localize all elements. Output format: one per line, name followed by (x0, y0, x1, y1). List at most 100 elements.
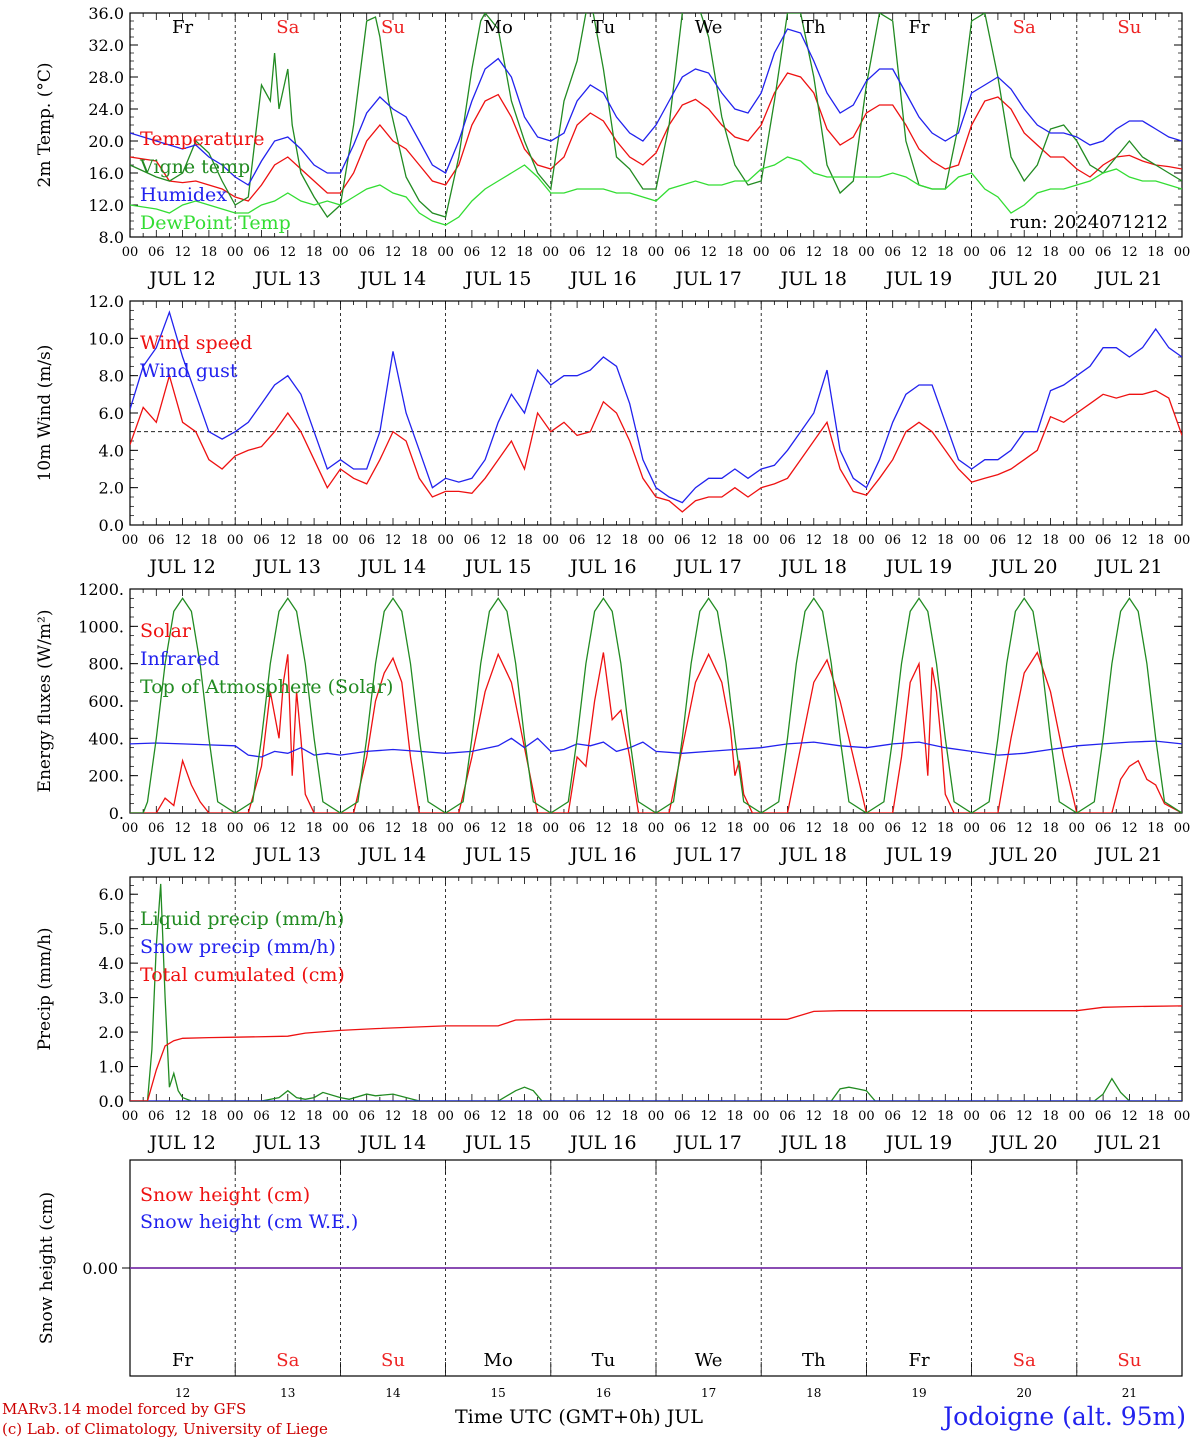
day-name-label: Su (1117, 17, 1141, 38)
hour-tick-label: 18 (727, 821, 744, 836)
vigne-temp-series-line (130, 13, 1182, 218)
hour-tick-label: 18 (832, 533, 849, 548)
hour-tick-label: 18 (201, 821, 218, 836)
location-title: Jodoigne (alt. 95m) (943, 1402, 1186, 1431)
hour-tick-label: 00 (332, 245, 349, 260)
infrared-series-line (130, 737, 1182, 758)
bottom-day-number: 13 (280, 1386, 295, 1400)
date-label: JUL 13 (253, 268, 321, 290)
date-label: JUL 17 (673, 556, 741, 578)
legend-entry: Infrared (140, 648, 220, 670)
y-tick-label: 1.0 (99, 1058, 124, 1077)
y-tick-label: 8.0 (99, 228, 124, 247)
hour-tick-label: 06 (1095, 1109, 1112, 1124)
hour-tick-label: 18 (516, 1109, 533, 1124)
bottom-day-name: Su (1117, 1350, 1141, 1371)
hour-tick-label: 06 (779, 533, 796, 548)
hour-tick-label: 12 (490, 1109, 507, 1124)
date-label: JUL 12 (147, 844, 215, 866)
hour-tick-label: 00 (122, 1109, 139, 1124)
bottom-day-number: 18 (806, 1386, 821, 1400)
hour-tick-label: 18 (411, 1109, 428, 1124)
date-label: JUL 14 (358, 268, 426, 290)
hour-tick-label: 12 (595, 533, 612, 548)
hour-tick-label: 00 (963, 821, 980, 836)
hour-tick-label: 12 (595, 821, 612, 836)
hour-tick-label: 12 (806, 533, 823, 548)
hour-tick-label: 06 (1095, 533, 1112, 548)
hour-tick-label: 00 (122, 245, 139, 260)
hour-tick-label: 18 (621, 821, 638, 836)
hour-tick-label: 06 (358, 245, 375, 260)
hour-tick-label: 00 (227, 1109, 244, 1124)
day-name-label: Mo (484, 17, 513, 38)
hour-tick-label: 18 (1147, 1109, 1164, 1124)
bottom-day-number: 20 (1017, 1386, 1032, 1400)
y-axis-title: Energy fluxes (W/m²) (35, 610, 55, 793)
y-tick-label: 20.0 (88, 132, 124, 151)
x-axis-title: Time UTC (GMT+0h) JUL (455, 1406, 703, 1428)
hour-tick-label: 06 (1095, 245, 1112, 260)
hour-tick-label: 00 (543, 1109, 560, 1124)
hour-tick-label: 12 (174, 821, 191, 836)
legend-entry: Snow height (cm) (140, 1184, 310, 1206)
date-label: JUL 18 (779, 844, 847, 866)
y-tick-label: 0. (109, 804, 124, 823)
legend-entry: Liquid precip (mm/h) (140, 908, 344, 930)
hour-tick-label: 18 (1042, 533, 1059, 548)
hour-tick-label: 00 (858, 245, 875, 260)
hour-tick-label: 00 (122, 533, 139, 548)
hour-tick-label: 06 (253, 245, 270, 260)
y-tick-label: 2.0 (99, 1023, 124, 1042)
hour-tick-label: 06 (884, 821, 901, 836)
solar-series-line (130, 651, 1182, 813)
date-label: JUL 13 (253, 844, 321, 866)
y-axis-title: Precip (mm/h) (35, 927, 55, 1050)
bottom-day-number: 12 (175, 1386, 190, 1400)
hour-tick-label: 00 (753, 821, 770, 836)
y-tick-label: 4.0 (99, 954, 124, 973)
legend-entry: Total cumulated (cm) (140, 964, 345, 986)
hour-tick-label: 12 (911, 1109, 928, 1124)
hour-tick-label: 00 (1069, 245, 1086, 260)
legend-entry: Top of Atmosphere (Solar) (140, 676, 393, 698)
date-label: JUL 12 (147, 268, 215, 290)
date-label: JUL 16 (568, 844, 636, 866)
hour-tick-label: 18 (1147, 245, 1164, 260)
hour-tick-label: 18 (1042, 245, 1059, 260)
hour-tick-label: 18 (306, 821, 323, 836)
hour-tick-label: 00 (437, 1109, 454, 1124)
hour-tick-label: 00 (648, 533, 665, 548)
legend-entry: Vigne temp (139, 156, 250, 178)
bottom-day-name: Th (802, 1350, 826, 1371)
hour-tick-label: 06 (990, 533, 1007, 548)
hour-tick-label: 18 (516, 821, 533, 836)
y-tick-label: 32.0 (88, 36, 124, 55)
hour-tick-label: 18 (411, 533, 428, 548)
hour-tick-label: 00 (648, 821, 665, 836)
hour-tick-label: 06 (779, 245, 796, 260)
hour-tick-label: 00 (227, 821, 244, 836)
date-label: JUL 18 (779, 268, 847, 290)
date-label: JUL 12 (147, 556, 215, 578)
hour-tick-label: 06 (464, 1109, 481, 1124)
hour-tick-label: 06 (148, 533, 165, 548)
date-label: JUL 15 (463, 268, 531, 290)
y-tick-label: 1000. (78, 617, 124, 636)
hour-tick-label: 12 (174, 245, 191, 260)
hour-tick-label: 18 (621, 1109, 638, 1124)
hour-tick-label: 06 (569, 245, 586, 260)
date-label: JUL 14 (358, 556, 426, 578)
hour-tick-label: 18 (201, 245, 218, 260)
day-name-label: Tu (592, 17, 616, 38)
hour-tick-label: 06 (990, 1109, 1007, 1124)
hour-tick-label: 06 (674, 245, 691, 260)
hour-tick-label: 18 (832, 245, 849, 260)
date-label: JUL 13 (253, 556, 321, 578)
total-cumulated-cm-series-line (130, 1005, 1182, 1101)
y-tick-label: 0.00 (82, 1259, 118, 1278)
hour-tick-label: 00 (332, 533, 349, 548)
hour-tick-label: 18 (1042, 1109, 1059, 1124)
hour-tick-label: 12 (280, 533, 297, 548)
